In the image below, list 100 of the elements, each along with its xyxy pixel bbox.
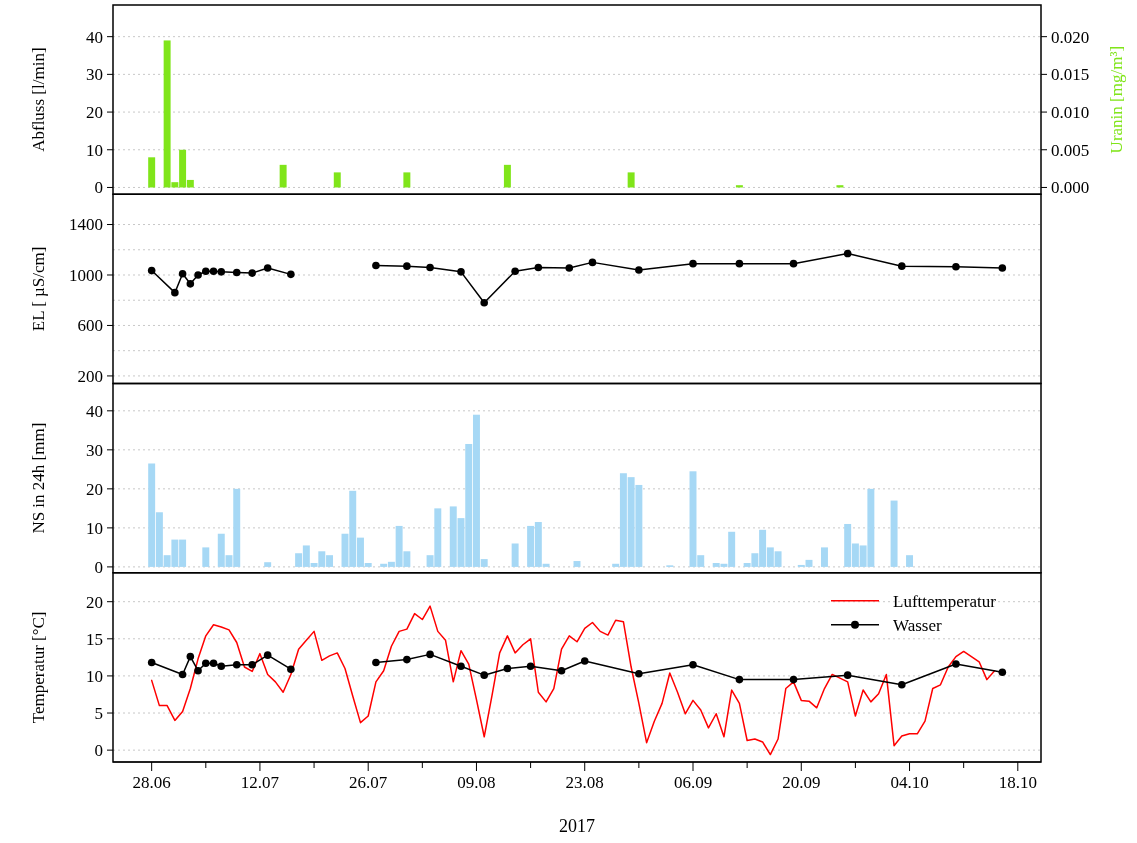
point xyxy=(209,659,218,668)
bar xyxy=(890,500,898,567)
point xyxy=(217,268,226,276)
y-tick-label: 20 xyxy=(86,592,103,612)
bar xyxy=(906,555,914,567)
point xyxy=(178,670,187,679)
point xyxy=(457,662,465,671)
x-tick-label: 23.08 xyxy=(565,773,604,792)
point xyxy=(372,658,380,667)
y-axis-title: NS in 24h [mm] xyxy=(29,422,48,534)
point xyxy=(403,655,411,664)
y-tick-label: 40 xyxy=(86,401,103,421)
point xyxy=(480,671,488,679)
point xyxy=(457,268,465,276)
point xyxy=(426,650,434,659)
point xyxy=(147,658,156,667)
point xyxy=(178,269,187,278)
point xyxy=(232,660,241,669)
bar xyxy=(511,543,519,567)
point xyxy=(263,264,272,272)
point xyxy=(565,264,574,272)
point xyxy=(635,669,643,678)
x-tick-label: 26.07 xyxy=(349,773,388,792)
point xyxy=(843,249,852,258)
point xyxy=(194,666,202,675)
y2-axis-title: Uranin [mg/m³] xyxy=(1107,45,1126,154)
y-tick-label: 1000 xyxy=(69,265,103,285)
point xyxy=(186,652,195,661)
bar xyxy=(264,562,272,567)
x-tick-label: 12.07 xyxy=(240,773,280,792)
bar xyxy=(503,164,511,188)
point xyxy=(248,269,256,277)
point xyxy=(843,671,852,679)
x-tick-label: 20.09 xyxy=(782,773,821,792)
point xyxy=(263,651,272,659)
y-tick-label: 30 xyxy=(86,440,103,460)
point xyxy=(194,271,202,279)
y-tick-label: 5 xyxy=(94,703,103,723)
point xyxy=(735,675,744,684)
point xyxy=(480,298,488,307)
y2-tick-label: 0.000 xyxy=(1051,178,1090,198)
point xyxy=(789,675,798,684)
point xyxy=(952,660,960,668)
x-tick-label: 06.09 xyxy=(673,773,713,792)
legend-label: Lufttemperatur xyxy=(893,591,997,611)
bar xyxy=(820,547,828,567)
y-tick-label: 0 xyxy=(94,741,103,761)
y2-tick-label: 0.010 xyxy=(1051,103,1090,123)
y-tick-label: 0 xyxy=(94,178,103,198)
point xyxy=(735,259,744,268)
point xyxy=(232,268,241,277)
point xyxy=(372,261,380,270)
x-tick-label: 28.06 xyxy=(132,773,171,792)
point xyxy=(217,662,226,671)
y-tick-label: 10 xyxy=(86,666,103,686)
point xyxy=(898,262,906,270)
point xyxy=(998,668,1007,676)
point xyxy=(287,270,295,279)
bar xyxy=(279,164,287,188)
point xyxy=(580,657,589,665)
bar xyxy=(627,172,635,188)
y2-tick-label: 0.020 xyxy=(1051,27,1090,47)
y-tick-label: 0 xyxy=(94,557,103,577)
y-tick-label: 200 xyxy=(77,366,103,386)
point xyxy=(147,266,156,275)
point xyxy=(186,280,195,288)
y-tick-label: 20 xyxy=(86,479,103,499)
bar xyxy=(403,172,411,188)
y2-tick-label: 0.015 xyxy=(1051,65,1090,85)
point xyxy=(503,664,512,673)
bar xyxy=(333,172,341,188)
y-tick-label: 10 xyxy=(86,518,103,538)
y-axis-title: EL [ µS/cm] xyxy=(29,246,48,332)
point xyxy=(534,263,543,272)
y-tick-label: 15 xyxy=(86,629,103,649)
y-tick-label: 20 xyxy=(86,103,103,123)
point xyxy=(789,259,798,268)
legend-label: Wasser xyxy=(893,615,943,635)
point xyxy=(209,267,218,276)
point xyxy=(557,666,566,675)
point xyxy=(526,662,535,671)
point xyxy=(998,264,1007,272)
x-tick-label: 04.10 xyxy=(890,773,929,792)
y2-tick-label: 0.005 xyxy=(1051,140,1090,160)
bar xyxy=(202,547,210,567)
point xyxy=(202,267,210,276)
point xyxy=(952,263,960,271)
y-tick-label: 1400 xyxy=(69,215,103,235)
point xyxy=(898,681,906,689)
y-tick-label: 10 xyxy=(86,140,103,160)
y-tick-label: 600 xyxy=(77,316,103,336)
point xyxy=(287,665,295,674)
bar xyxy=(148,157,156,188)
point xyxy=(426,263,434,272)
y-axis-title: Temperatur [°C] xyxy=(29,611,48,724)
point xyxy=(248,660,256,669)
x-tick-label: 18.10 xyxy=(998,773,1037,792)
point xyxy=(202,659,210,668)
point xyxy=(171,288,179,297)
point xyxy=(403,262,411,270)
